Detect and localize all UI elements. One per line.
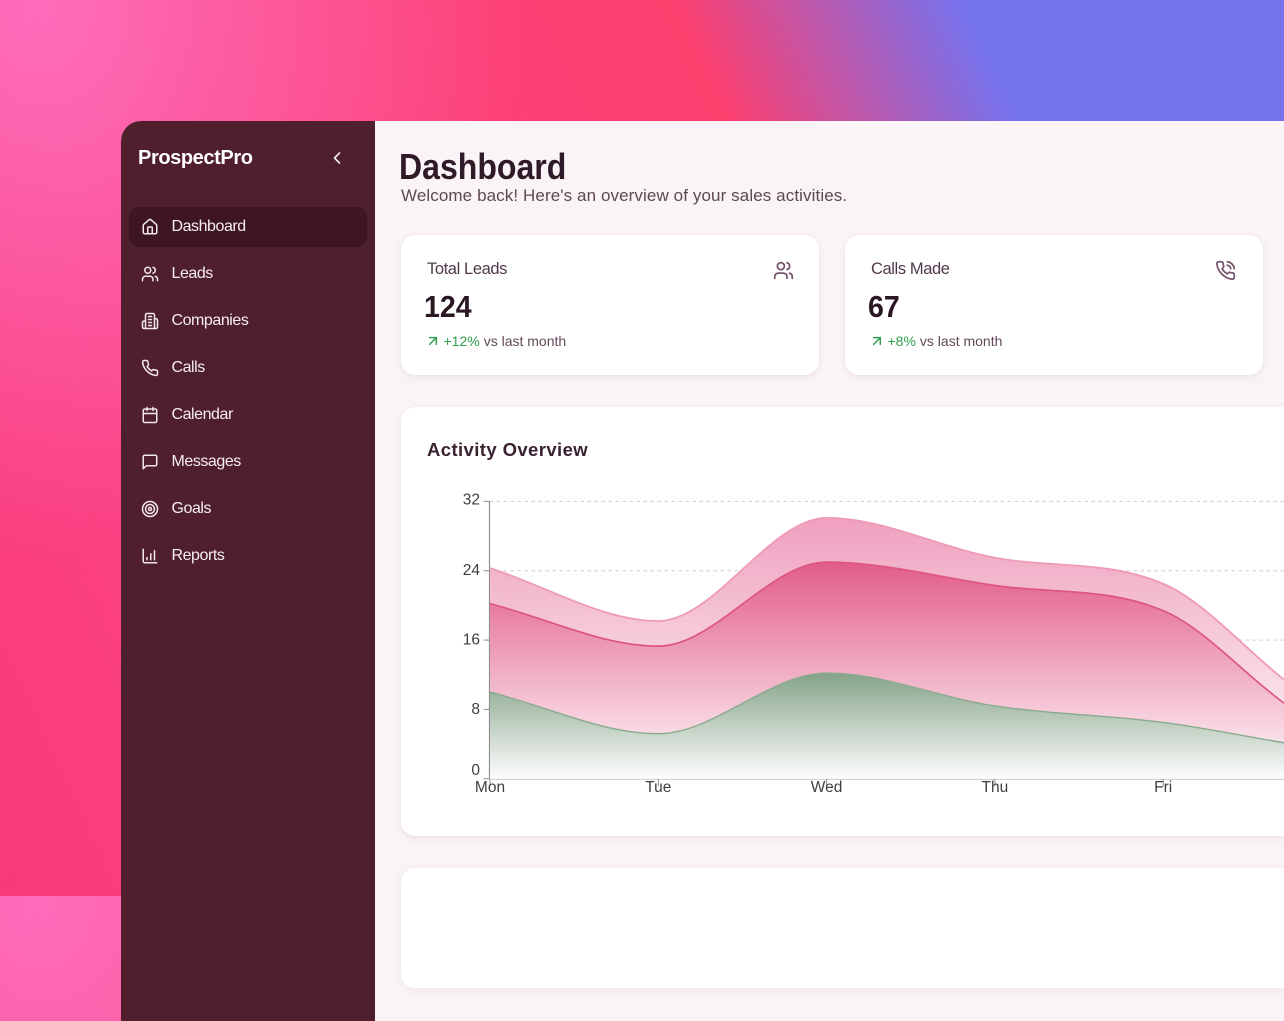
svg-text:Thu: Thu [982, 779, 1009, 796]
svg-text:0: 0 [471, 762, 480, 779]
svg-text:32: 32 [463, 491, 480, 508]
svg-text:Tue: Tue [645, 779, 671, 796]
svg-text:Mon: Mon [475, 779, 505, 796]
svg-text:24: 24 [463, 562, 481, 579]
svg-text:16: 16 [463, 632, 480, 649]
svg-text:Fri: Fri [1154, 779, 1172, 796]
svg-text:Wed: Wed [811, 779, 843, 796]
svg-text:8: 8 [471, 701, 480, 718]
